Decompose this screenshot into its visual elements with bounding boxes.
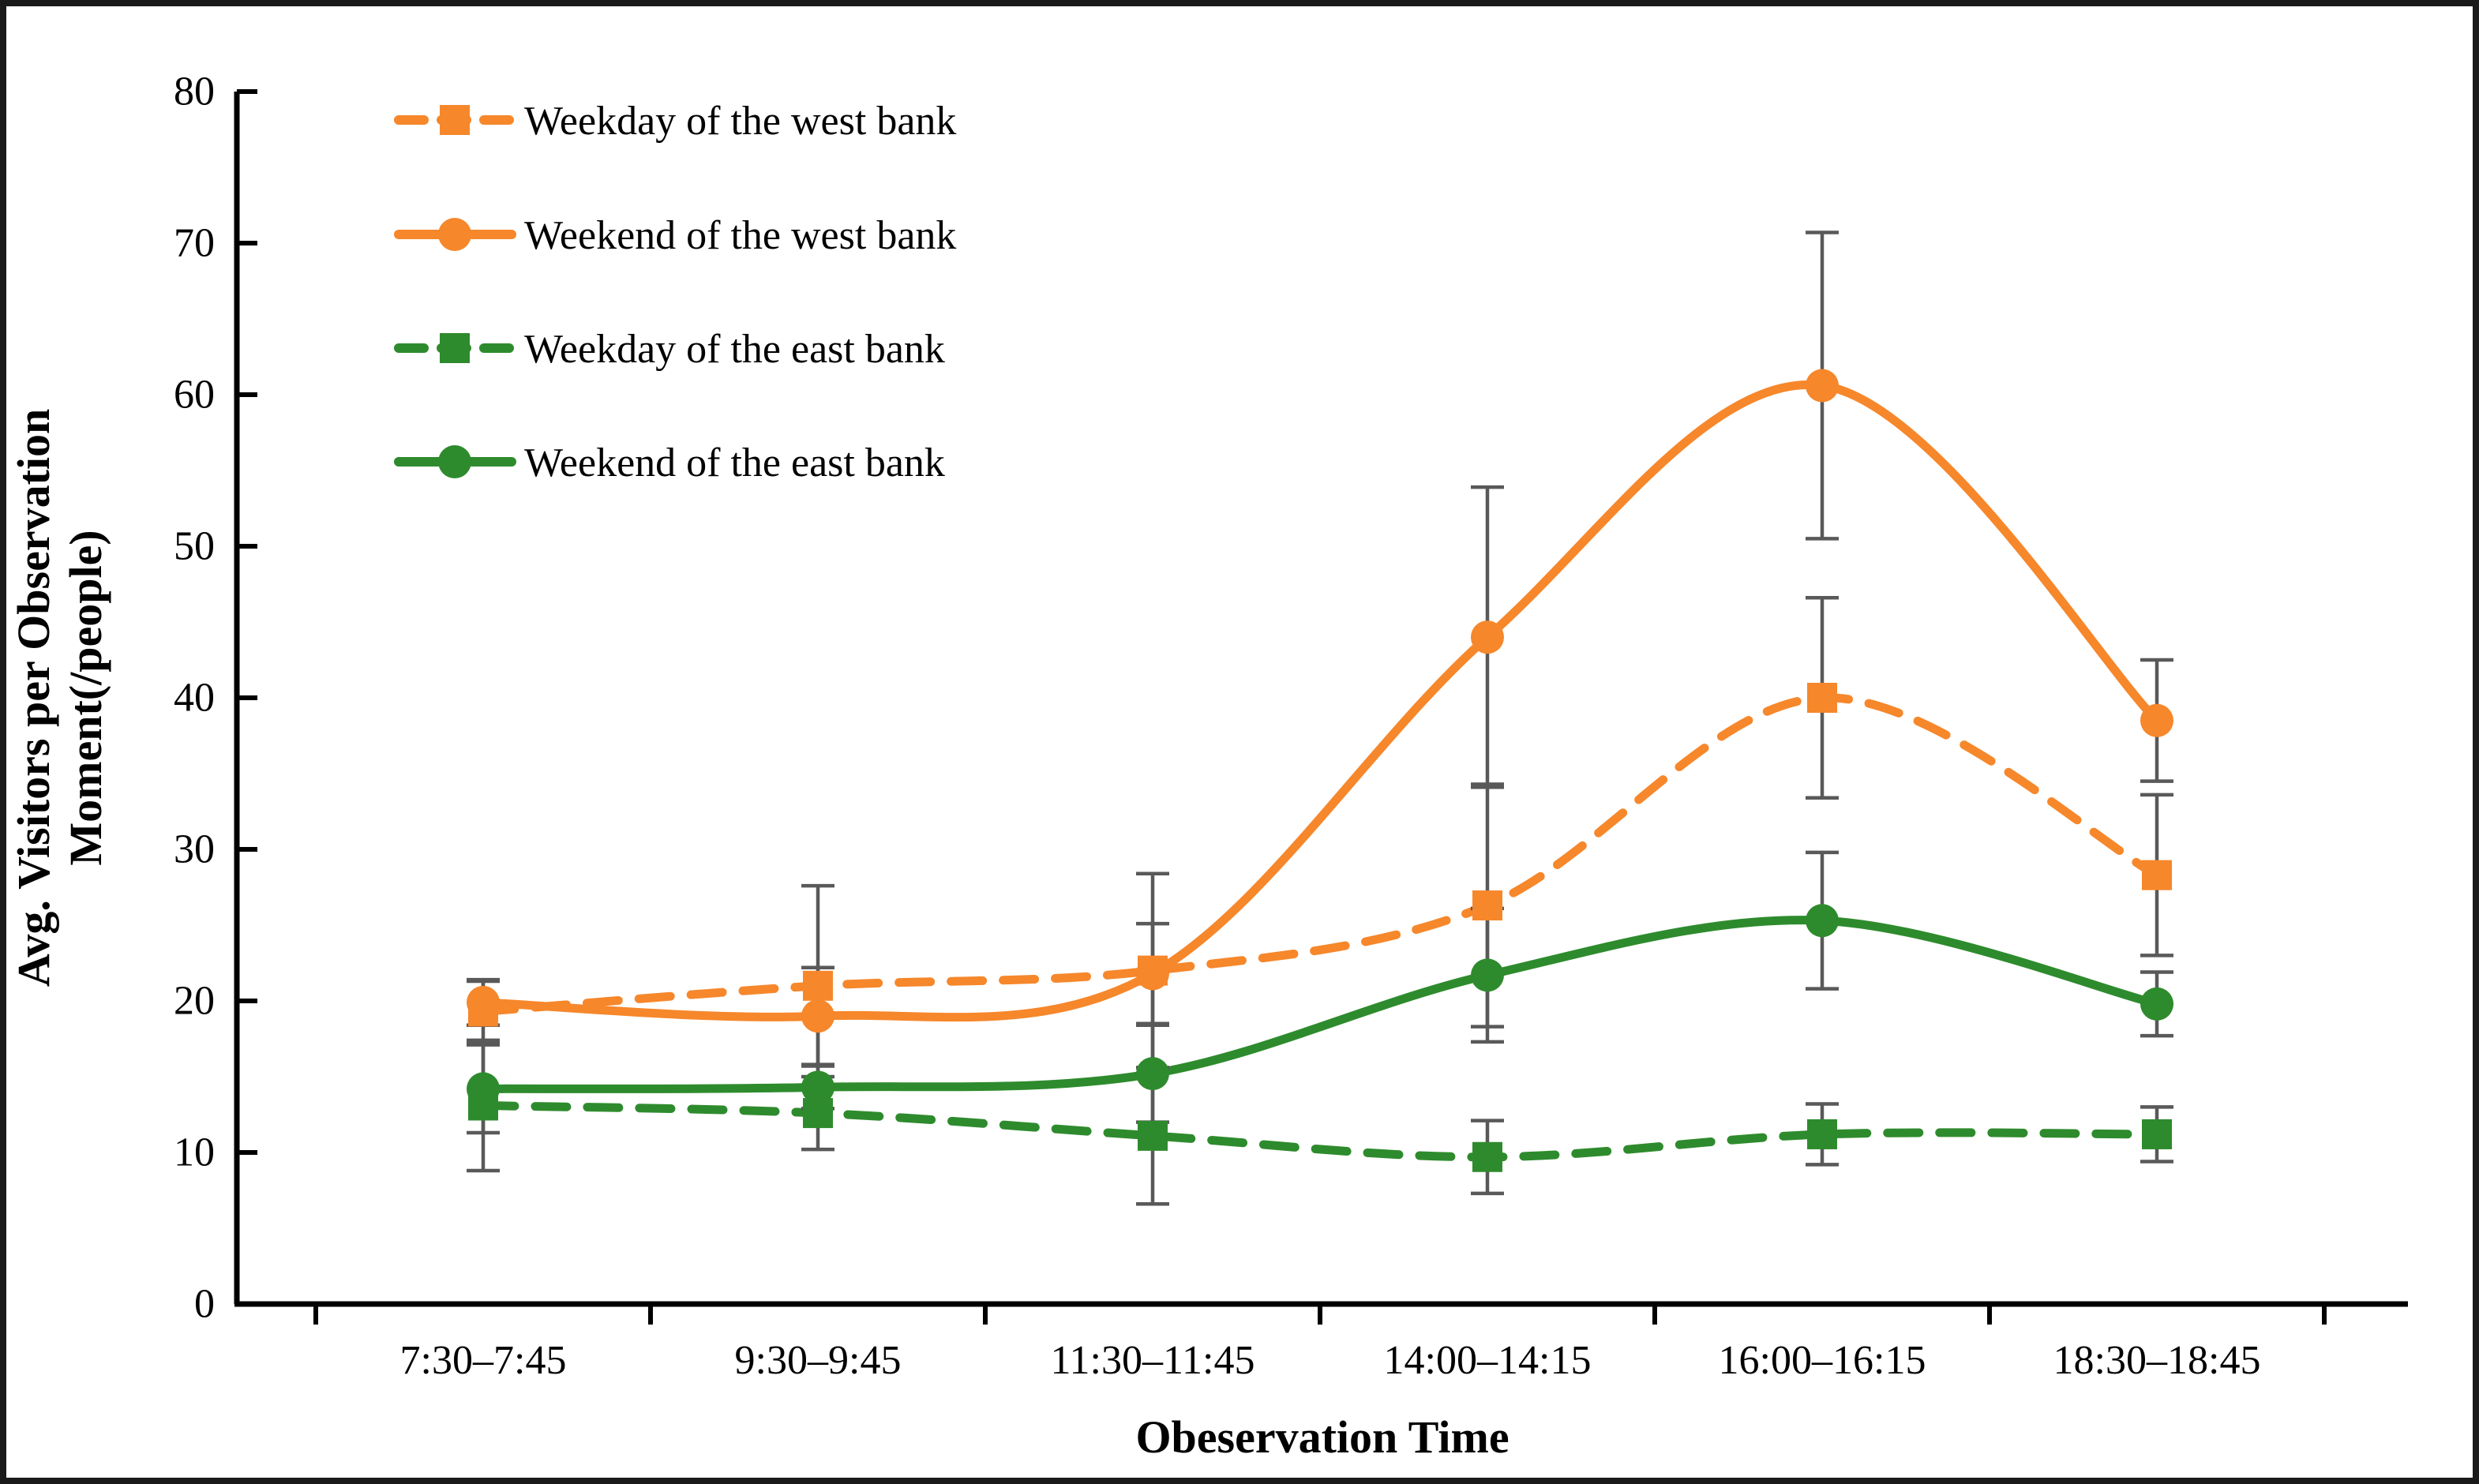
data-point-weekday-of-the-west-bank-3 (1472, 890, 1502, 921)
y-tick-label: 70 (174, 221, 215, 266)
y-tick-label: 60 (174, 373, 215, 418)
legend-marker-circle-icon (438, 218, 471, 251)
x-tick-label: 11:30–11:45 (1050, 1338, 1255, 1383)
series-line-weekend-of-the-east-bank (478, 916, 2162, 1093)
data-point-weekend-of-the-west-bank-2 (1136, 957, 1169, 991)
y-tick-label: 0 (194, 1282, 215, 1327)
data-point-weekend-of-the-east-bank-1 (801, 1070, 834, 1104)
data-point-weekend-of-the-west-bank-4 (1806, 369, 1839, 403)
y-tick-label: 40 (174, 676, 215, 721)
legend-label: Weekend of the east bank (524, 440, 945, 485)
data-point-weekday-of-the-west-bank-1 (803, 970, 833, 1001)
data-point-weekend-of-the-west-bank-5 (2140, 703, 2173, 737)
legend-item-weekend-of-the-west-bank: Weekend of the west bank (394, 213, 956, 258)
data-point-weekday-of-the-east-bank-3 (1472, 1141, 1502, 1172)
data-point-weekend-of-the-east-bank-0 (467, 1072, 500, 1106)
y-tick-label: 80 (174, 69, 215, 114)
legend-label: Weekend of the west bank (524, 213, 956, 258)
x-tick-label: 16:00–16:15 (1719, 1338, 1926, 1383)
legend-label: Weekday of the west bank (524, 99, 956, 144)
y-axis-title-line2: Moment(/people) (60, 530, 111, 865)
legend-label: Weekday of the east bank (524, 327, 945, 372)
y-tick-label: 50 (174, 524, 215, 569)
x-tick-label: 9:30–9:45 (735, 1338, 902, 1383)
data-point-weekday-of-the-east-bank-2 (1138, 1120, 1168, 1151)
data-point-weekend-of-the-east-bank-5 (2140, 987, 2173, 1021)
legend-item-weekday-of-the-east-bank: Weekday of the east bank (394, 327, 945, 372)
y-tick-label: 10 (174, 1130, 215, 1175)
data-point-weekend-of-the-east-bank-2 (1136, 1057, 1169, 1091)
data-point-weekday-of-the-west-bank-5 (2142, 860, 2172, 890)
data-point-weekend-of-the-east-bank-3 (1471, 958, 1504, 992)
series-line-weekday-of-the-east-bank (478, 1100, 2162, 1162)
y-tick-label: 30 (174, 827, 215, 872)
chart-legend: Weekday of the west bank Weekend of the w… (394, 99, 956, 485)
legend-marker-circle-icon (438, 445, 471, 478)
x-tick-label: 18:30–18:45 (2053, 1338, 2261, 1383)
legend-marker-square-icon (440, 105, 470, 135)
data-point-weekend-of-the-west-bank-3 (1471, 620, 1504, 654)
legend-item-weekend-of-the-east-bank: Weekend of the east bank (394, 440, 945, 485)
y-tick-label: 20 (174, 979, 215, 1024)
legend-marker-square-icon (440, 333, 470, 363)
x-tick-label: 7:30–7:45 (400, 1338, 567, 1383)
series-markers (467, 369, 2173, 1172)
data-point-weekday-of-the-east-bank-5 (2142, 1119, 2172, 1149)
legend-item-weekday-of-the-west-bank: Weekday of the west bank (394, 99, 956, 144)
x-tick-label: 14:00–14:15 (1384, 1338, 1592, 1383)
data-point-weekend-of-the-west-bank-0 (467, 985, 500, 1019)
y-axis-title-line1: Avg. Visitors per Observation (8, 409, 59, 987)
x-axis-title: Obeservation Time (1135, 1411, 1509, 1463)
axes: 0 10 20 30 40 50 60 70 80 7:30–7:45 9:30–9:45 11:30… (8, 69, 2408, 1463)
data-point-weekend-of-the-west-bank-1 (801, 999, 834, 1033)
data-point-weekday-of-the-east-bank-4 (1807, 1119, 1837, 1149)
data-point-weekend-of-the-east-bank-4 (1806, 904, 1839, 938)
data-point-weekday-of-the-west-bank-4 (1807, 683, 1837, 713)
series-line-weekday-of-the-west-bank (478, 693, 2162, 1016)
